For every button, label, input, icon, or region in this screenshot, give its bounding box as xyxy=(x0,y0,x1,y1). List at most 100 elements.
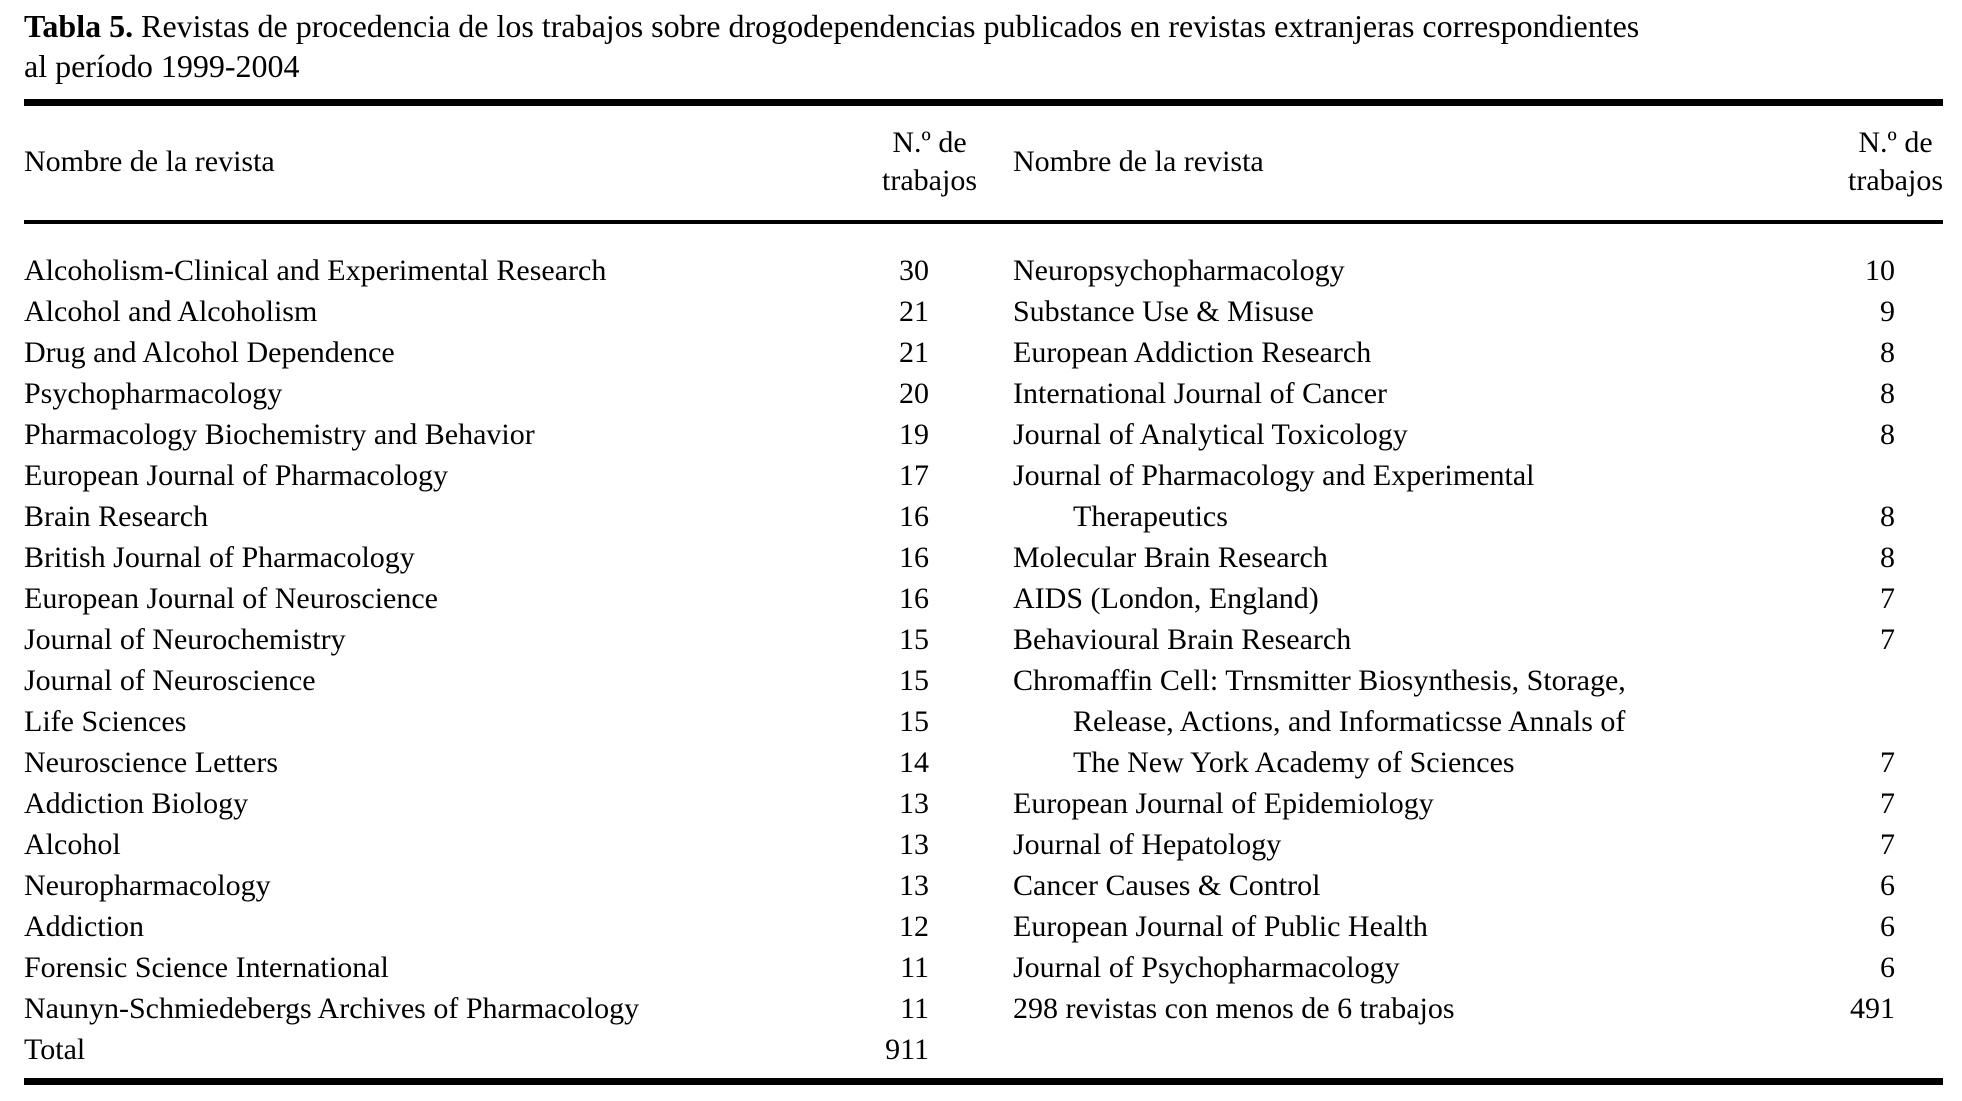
journal-name-line: Pharmacology Biochemistry and Behavior xyxy=(24,418,535,451)
table-row: Cancer Causes & Control 6 xyxy=(1013,865,1943,906)
works-count-cell: 12 xyxy=(899,910,929,943)
works-count-cell: 11 xyxy=(900,992,929,1025)
works-count-cell: 13 xyxy=(899,828,929,861)
journal-name-cell: Journal of Psychopharmacology xyxy=(1013,947,1783,988)
journal-name-cell: Brain Research xyxy=(24,496,817,537)
journal-name-cell: AIDS (London, England) xyxy=(1013,578,1783,619)
journal-name-cell: European Addiction Research xyxy=(1013,332,1783,373)
journal-name-line: Journal of Psychopharmacology xyxy=(1013,951,1400,984)
journal-name-line: Life Sciences xyxy=(24,705,187,738)
table-row: European Journal of Epidemiology 7 xyxy=(1013,783,1943,824)
works-count-cell: 8 xyxy=(1880,377,1895,410)
works-count-cell: 17 xyxy=(899,459,929,492)
journal-name-cell: Total xyxy=(24,1029,817,1070)
journal-name-line: Cancer Causes & Control xyxy=(1013,869,1321,902)
table-row: Brain Research 16 xyxy=(24,496,977,537)
caption-text: Revistas de procedencia de los trabajos … xyxy=(133,8,1640,44)
table-row: Life Sciences 15 xyxy=(24,701,977,742)
journal-name-cell: Neuropsychopharmacology xyxy=(1013,250,1783,291)
journal-name-cell: Neuroscience Letters xyxy=(24,742,817,783)
works-count-header-line1: N.º de xyxy=(1858,126,1933,159)
journal-name-cell: Drug and Alcohol Dependence xyxy=(24,332,817,373)
journal-name-cell: Neuropharmacology xyxy=(24,865,817,906)
journal-name-cell: Life Sciences xyxy=(24,701,817,742)
journal-name-line: Therapeutics xyxy=(1073,500,1228,533)
table-row: Journal of Pharmacology and Experimental… xyxy=(1013,455,1943,537)
works-count-cell: 14 xyxy=(899,746,929,779)
table-body: Alcoholism-Clinical and Experimental Res… xyxy=(24,224,1943,1078)
journal-name-line: Molecular Brain Research xyxy=(1013,541,1328,574)
journal-name-cell: Alcoholism-Clinical and Experimental Res… xyxy=(24,250,817,291)
left-header: Nombre de la revista N.º de trabajos xyxy=(24,106,977,220)
journal-name-cell: European Journal of Neuroscience xyxy=(24,578,817,619)
table-caption: Tabla 5. Revistas de procedencia de los … xyxy=(24,6,1943,86)
journal-name-line: Alcohol and Alcoholism xyxy=(24,295,318,328)
table-row: European Addiction Research 8 xyxy=(1013,332,1943,373)
works-count-cell: 7 xyxy=(1880,582,1895,615)
journal-name-line: Naunyn-Schmiedebergs Archives of Pharmac… xyxy=(24,992,640,1025)
works-count-cell: 8 xyxy=(1880,418,1895,451)
works-count-cell: 13 xyxy=(899,869,929,902)
table-row: Journal of Psychopharmacology 6 xyxy=(1013,947,1943,988)
right-column-rows: Neuropsychopharmacology 10 Substance Use &… xyxy=(1013,224,1943,1078)
journal-name-cell: Substance Use & Misuse xyxy=(1013,291,1783,332)
table-row: Alcohol and Alcoholism 21 xyxy=(24,291,977,332)
journal-name-cell: European Journal of Public Health xyxy=(1013,906,1783,947)
journal-name-cell: Journal of Pharmacology and Experimental… xyxy=(1013,455,1783,537)
journal-name-line: Journal of Pharmacology and Experimental xyxy=(1013,459,1535,492)
works-count-header-line1: N.º de xyxy=(892,126,967,159)
caption-table-number: Tabla 5. xyxy=(24,8,134,44)
table-row: AIDS (London, England) 7 xyxy=(1013,578,1943,619)
journal-name-line: Psychopharmacology xyxy=(24,377,283,410)
journal-name-cell: Molecular Brain Research xyxy=(1013,537,1783,578)
journal-name-cell: 298 revistas con menos de 6 trabajos xyxy=(1013,988,1783,1029)
table-row: Journal of Neuroscience 15 xyxy=(24,660,977,701)
journal-name-line: Release, Actions, and Informaticsse Anna… xyxy=(1073,705,1626,738)
journal-name-cell: Journal of Hepatology xyxy=(1013,824,1783,865)
works-count-cell: 491 xyxy=(1850,992,1895,1025)
right-header: Nombre de la revista N.º de trabajos xyxy=(1013,106,1943,220)
works-count-cell: 15 xyxy=(899,664,929,697)
bottom-rule xyxy=(24,1078,1943,1085)
journal-name-cell: European Journal of Pharmacology xyxy=(24,455,817,496)
works-count-cell: 15 xyxy=(899,623,929,656)
table-row: Journal of Analytical Toxicology 8 xyxy=(1013,414,1943,455)
journal-name-line: Journal of Neurochemistry xyxy=(24,623,346,656)
works-count-cell: 30 xyxy=(899,254,929,287)
works-count-cell: 13 xyxy=(899,787,929,820)
journal-name-line: Addiction xyxy=(24,910,144,943)
table-row: Neuroscience Letters 14 xyxy=(24,742,977,783)
works-count-cell: 8 xyxy=(1880,336,1895,369)
journal-name-header: Nombre de la revista xyxy=(24,145,275,178)
journal-name-line: European Journal of Epidemiology xyxy=(1013,787,1434,820)
left-column-rows: Alcoholism-Clinical and Experimental Res… xyxy=(24,224,977,1078)
journal-name-line: Neuropharmacology xyxy=(24,869,271,902)
table-row: Naunyn-Schmiedebergs Archives of Pharmac… xyxy=(24,988,977,1029)
works-count-cell: 6 xyxy=(1880,951,1895,984)
table-row: Pharmacology Biochemistry and Behavior 19 xyxy=(24,414,977,455)
table-row: Drug and Alcohol Dependence 21 xyxy=(24,332,977,373)
works-count-cell: 7 xyxy=(1880,623,1895,656)
journal-name-line: Addiction Biology xyxy=(24,787,249,820)
table-row: European Journal of Pharmacology 17 xyxy=(24,455,977,496)
works-count-cell: 21 xyxy=(899,295,929,328)
works-count-cell: 8 xyxy=(1880,500,1895,533)
journal-name-cell: Naunyn-Schmiedebergs Archives of Pharmac… xyxy=(24,988,817,1029)
works-count-header-line2: trabajos xyxy=(1848,164,1943,197)
journal-name-cell: Forensic Science International xyxy=(24,947,817,988)
table-row: Behavioural Brain Research 7 xyxy=(1013,619,1943,660)
journal-name-line: Journal of Hepatology xyxy=(1013,828,1282,861)
table-row: Substance Use & Misuse 9 xyxy=(1013,291,1943,332)
journal-name-cell: Journal of Neuroscience xyxy=(24,660,817,701)
journal-name-line: European Addiction Research xyxy=(1013,336,1372,369)
table-row: Molecular Brain Research 8 xyxy=(1013,537,1943,578)
journal-name-line: European Journal of Neuroscience xyxy=(24,582,438,615)
works-count-cell: 20 xyxy=(899,377,929,410)
table-row: Psychopharmacology 20 xyxy=(24,373,977,414)
journal-name-cell: Psychopharmacology xyxy=(24,373,817,414)
journal-name-line: Alcohol xyxy=(24,828,121,861)
works-count-cell: 8 xyxy=(1880,541,1895,574)
journal-name-cell: Addiction Biology xyxy=(24,783,817,824)
table-row: Total 911 xyxy=(24,1029,977,1070)
